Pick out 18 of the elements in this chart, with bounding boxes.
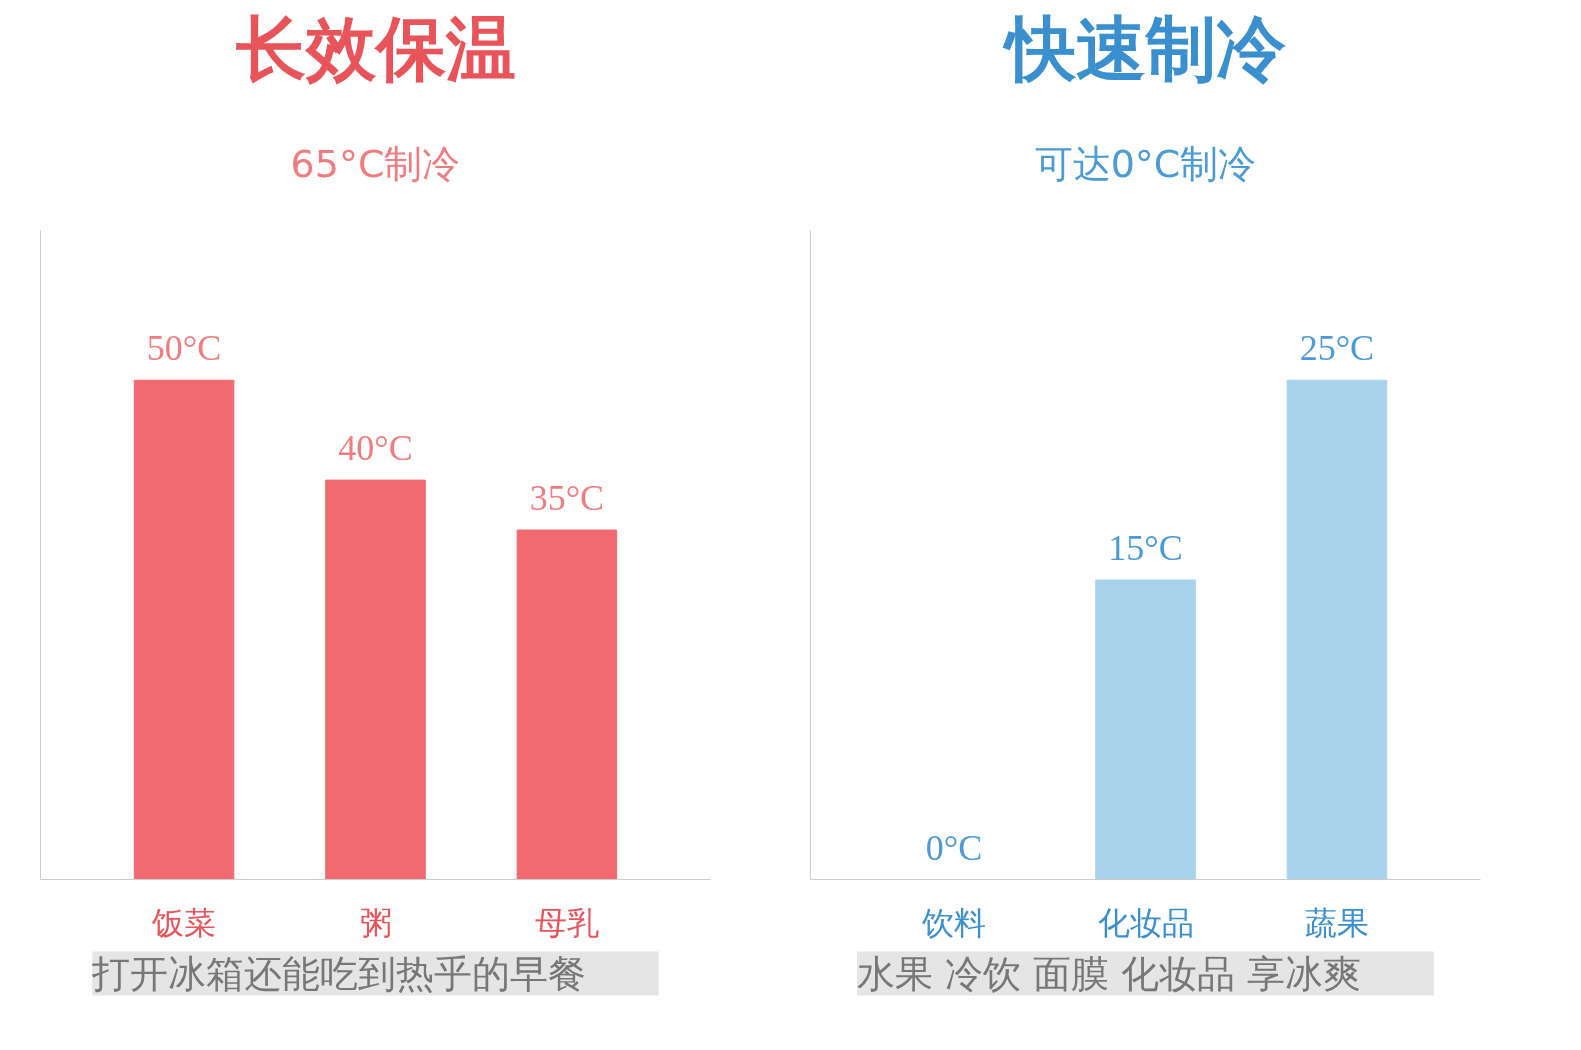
x-tick-label: 母乳 <box>534 903 599 942</box>
x-tick-label: 化妆品 <box>1097 903 1194 942</box>
data-label: 35°C <box>529 478 605 519</box>
x-tick-label: 饮料 <box>921 903 987 942</box>
data-label: 0°C <box>925 827 983 868</box>
chart-subtitle: 65°C制冷 <box>290 141 461 186</box>
text: 打开冰箱还能吃到热乎的早餐 <box>91 951 587 996</box>
x-tick-label: 饭菜 <box>151 903 217 942</box>
data-label: 25°C <box>1299 328 1375 369</box>
x-tick-label: 粥 <box>359 903 392 942</box>
chart-title: 快速制冷 <box>1001 7 1287 90</box>
text: 水果 冷饮 面膜 化妆品 享冰爽 <box>857 951 1362 996</box>
data-label: 50°C <box>146 328 222 369</box>
x-tick-label: 蔬果 <box>1304 903 1369 942</box>
chart-title: 长效保温 <box>235 7 516 90</box>
data-label: 15°C <box>1108 527 1183 568</box>
data-label: 40°C <box>338 428 413 469</box>
chart-subtitle: 可达0°C制冷 <box>1034 141 1257 186</box>
